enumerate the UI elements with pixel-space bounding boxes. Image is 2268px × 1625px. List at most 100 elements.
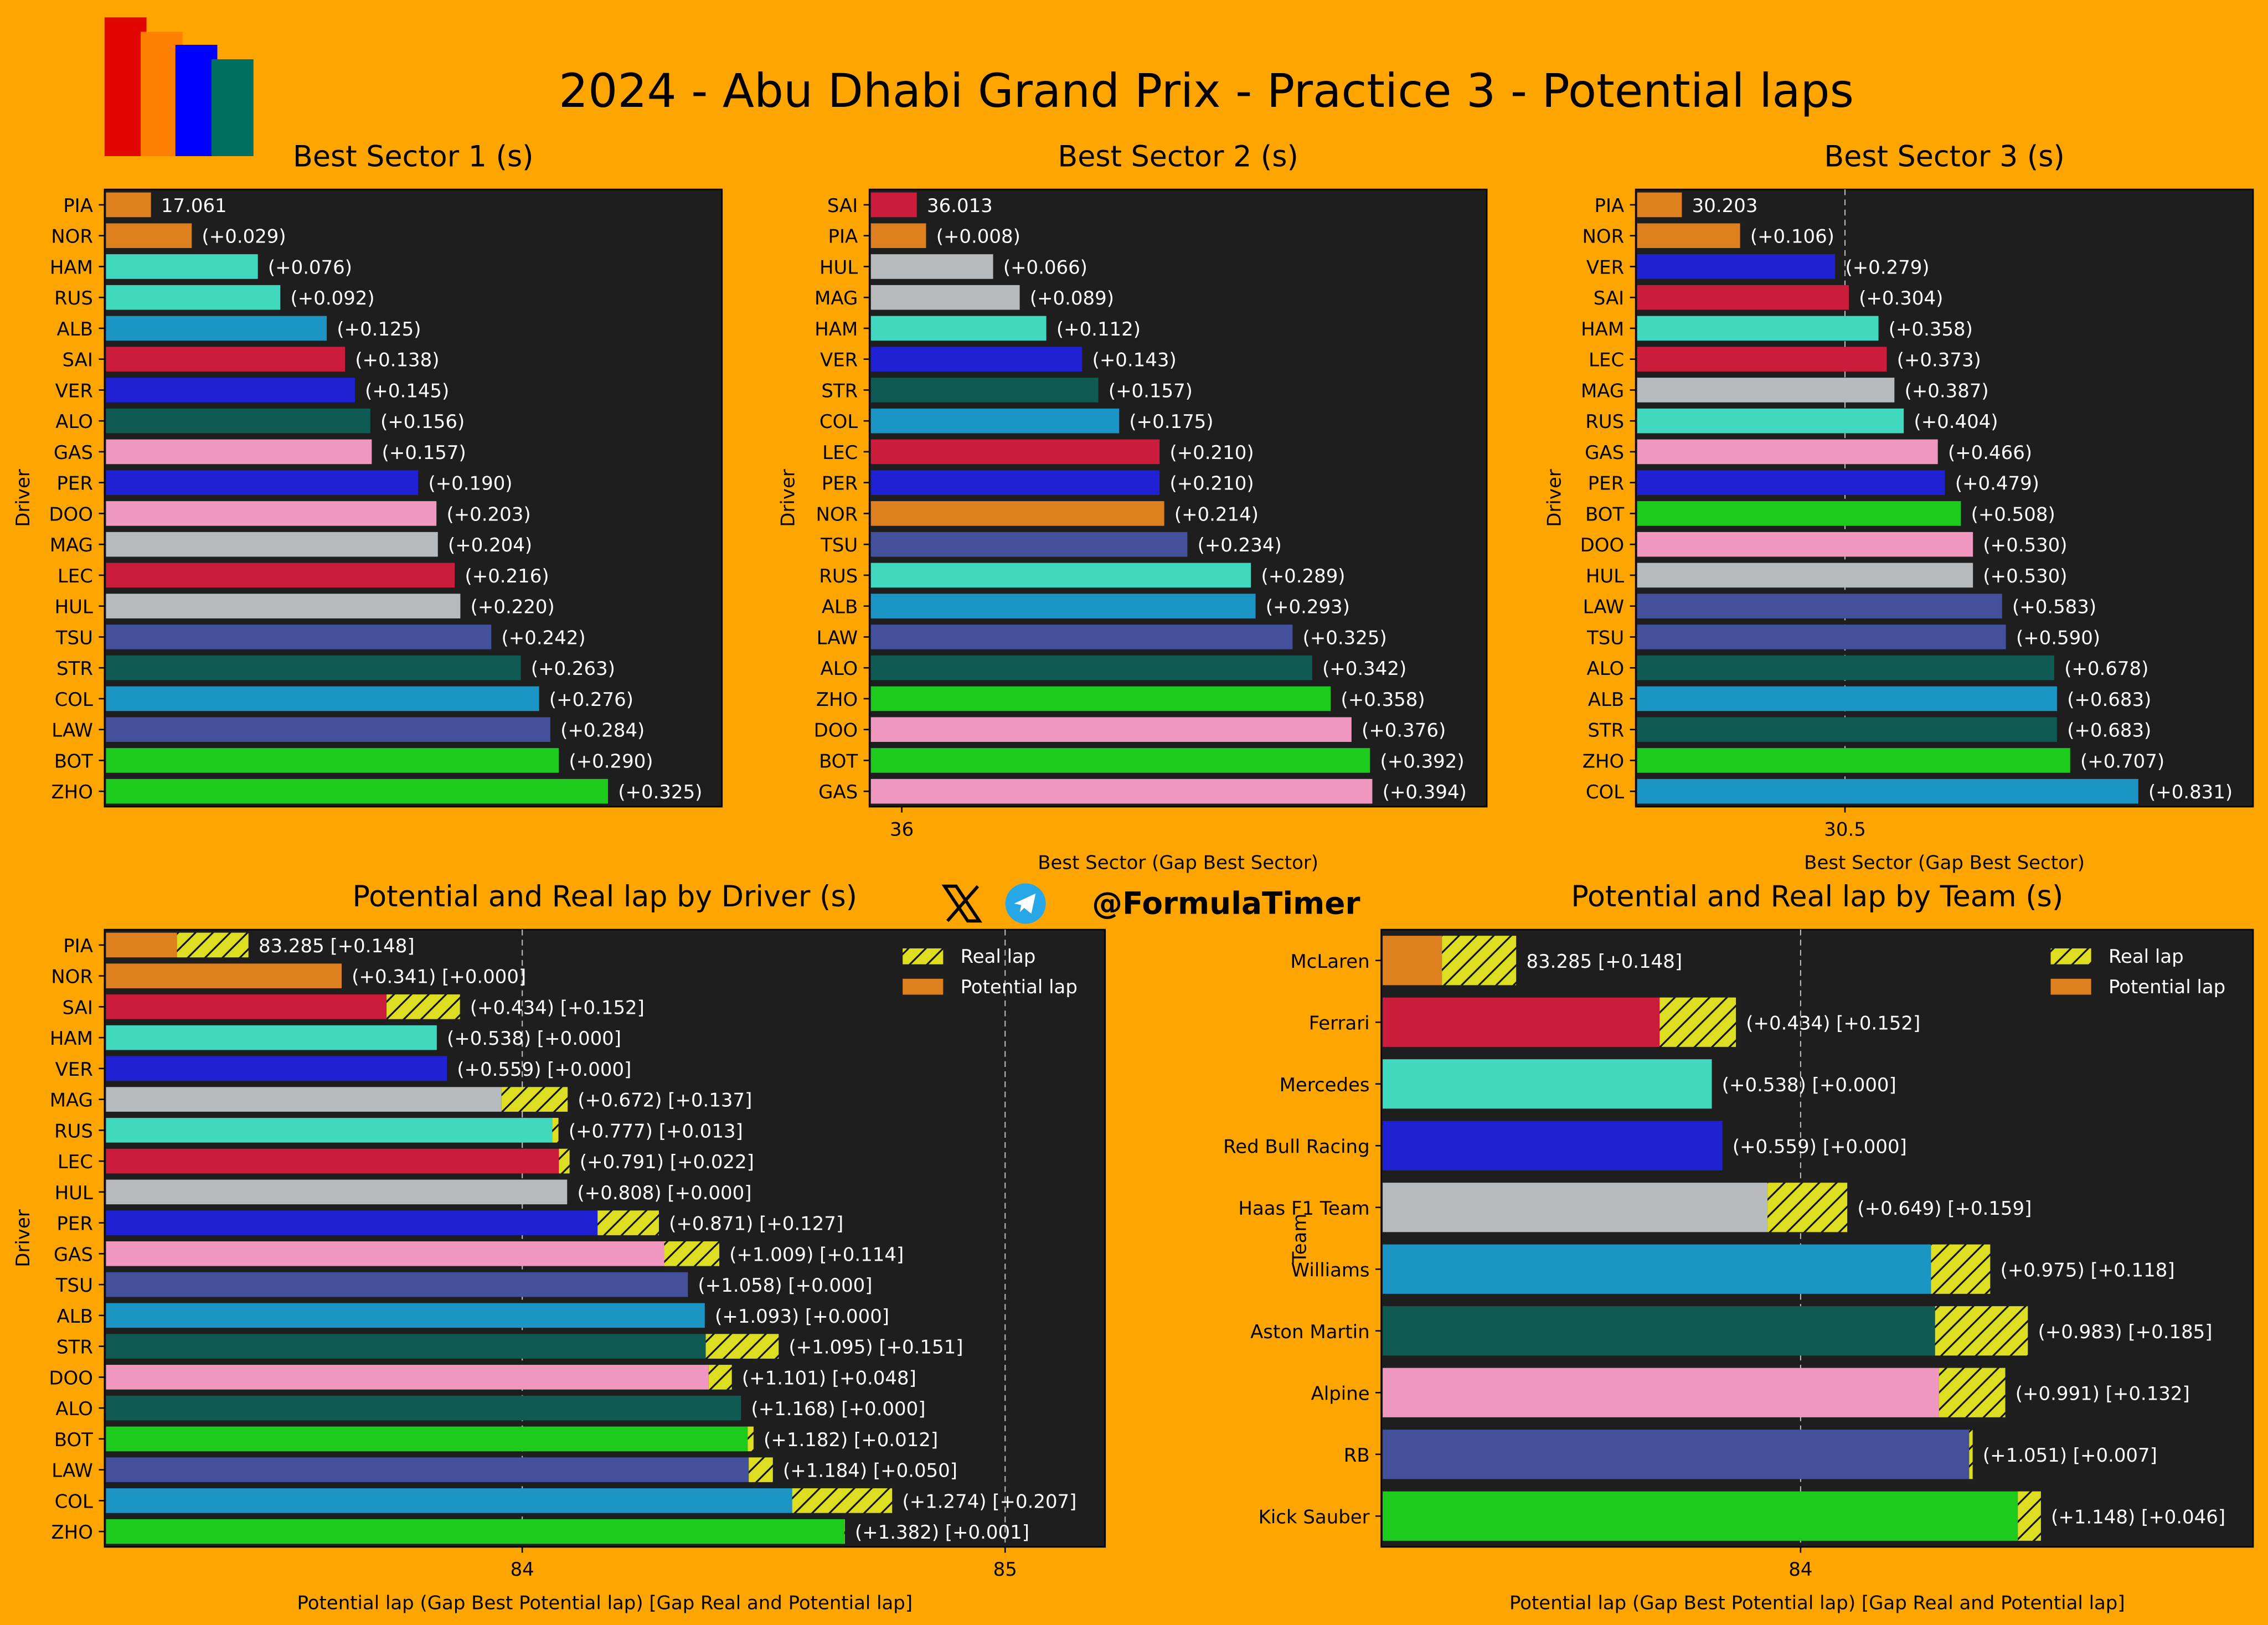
value-label: (+0.092) — [291, 287, 375, 309]
bar-row: TSU (+0.242) — [55, 625, 586, 649]
bar-row: Ferrari (+0.434) [+0.152] — [1309, 997, 1920, 1047]
bar-row: ZHO (+0.707) — [1583, 748, 2164, 773]
y-tick-label: DOO — [49, 503, 93, 525]
y-tick-label: TSU — [55, 1275, 93, 1297]
value-label: (+0.276) — [549, 689, 633, 711]
y-tick-label: ALB — [1588, 689, 1624, 711]
potential-lap-bar — [1383, 1430, 1970, 1479]
legend-potential-lap-label: Potential lap — [2109, 976, 2225, 998]
bar-row: LAW (+0.325) — [817, 625, 1387, 649]
bar-row: MAG (+0.204) — [50, 532, 532, 557]
potential-lap-bar — [106, 1148, 559, 1174]
sector-bar — [106, 347, 346, 372]
x-tick-label: 36 — [890, 818, 914, 840]
value-label: (+0.530) — [1983, 565, 2067, 587]
legend-real-lap-label: Real lap — [2109, 946, 2184, 968]
potential-lap-bar — [106, 1118, 553, 1143]
x-tick-label: 84 — [1788, 1559, 1812, 1581]
bar-row: SAI (+0.304) — [1594, 285, 1943, 310]
value-label: (+1.093) [+0.000] — [715, 1306, 889, 1328]
value-label: (+1.148) [+0.046] — [2051, 1506, 2225, 1528]
sector-bar — [106, 686, 539, 711]
potential-lap-bar — [106, 1303, 705, 1328]
bar-row: MAG (+0.672) [+0.137] — [50, 1087, 752, 1112]
y-tick-label: LEC — [822, 442, 858, 464]
legend-potential-lap-swatch — [2050, 978, 2091, 995]
bar-row: HAM (+0.538) [+0.000] — [50, 1025, 621, 1050]
x-tick-label: 84 — [511, 1559, 534, 1581]
y-tick-label: Aston Martin — [1250, 1321, 1370, 1343]
bar-row: PER (+0.871) [+0.127] — [56, 1210, 843, 1235]
real-lap-bar — [501, 1087, 568, 1112]
value-label: (+1.168) [+0.000] — [751, 1398, 926, 1420]
y-tick-label: SAI — [63, 349, 93, 372]
sector-bar — [870, 347, 1083, 372]
chart-5: Potential and Real lap by Team (s) Team Po… — [1223, 880, 2254, 1614]
value-label: (+0.538) [+0.000] — [447, 1028, 621, 1050]
y-tick-label: LAW — [51, 1460, 93, 1482]
sector-bar — [106, 717, 550, 742]
bar-row: ALB (+0.125) — [57, 316, 421, 341]
telegram-icon — [1005, 883, 1046, 924]
x-tick-label: 30.5 — [1824, 818, 1866, 840]
y-tick-label: PER — [56, 1213, 93, 1235]
bar-row: GAS (+0.157) — [54, 439, 466, 465]
potential-lap-bar — [1383, 1306, 1935, 1356]
bar-row: LAW (+0.583) — [1583, 594, 2096, 618]
chart-title: Best Sector 2 (s) — [1058, 140, 1298, 173]
value-label: (+0.983) [+0.185] — [2038, 1321, 2213, 1343]
bar-row: RUS (+0.404) — [1585, 408, 1998, 434]
y-tick-label: HUL — [1586, 565, 1624, 587]
value-label: (+0.538) [+0.000] — [1722, 1074, 1896, 1096]
bar-row: RUS (+0.777) [+0.013] — [54, 1118, 743, 1143]
sector-bar — [870, 470, 1160, 495]
real-lap-bar — [177, 932, 249, 958]
bar-row: COL (+1.274) [+0.207] — [55, 1488, 1076, 1513]
value-label: (+0.029) — [202, 226, 286, 248]
value-label: (+0.106) — [1750, 226, 1834, 248]
sector-bar — [1637, 192, 1682, 218]
y-tick-label: BOT — [819, 750, 858, 772]
bar-row: ALB (+1.093) [+0.000] — [57, 1303, 889, 1328]
value-label: (+0.290) — [569, 750, 653, 772]
sector-bar — [106, 594, 461, 618]
y-tick-label: STR — [821, 380, 858, 402]
plot-area — [104, 928, 1106, 1548]
sector-bar — [870, 192, 917, 218]
bar-row: Aston Martin (+0.983) [+0.185] — [1250, 1306, 2213, 1356]
y-tick-label: DOO — [814, 720, 858, 742]
y-tick-label: PER — [56, 473, 93, 495]
bar-row: ZHO (+0.325) — [51, 778, 702, 804]
y-tick-label: VER — [55, 380, 93, 402]
potential-lap-bar — [106, 1210, 598, 1235]
sector-bar — [870, 532, 1188, 557]
real-lap-bar — [597, 1210, 659, 1235]
value-label: (+0.590) — [2016, 627, 2100, 649]
y-tick-label: GAS — [818, 781, 858, 803]
value-label: (+0.175) — [1129, 411, 1213, 433]
y-tick-label: COL — [55, 1490, 93, 1513]
value-label: (+0.707) — [2080, 750, 2164, 772]
bar-row: MAG (+0.387) — [1581, 378, 1989, 403]
bar-row: NOR (+0.341) [+0.000] — [51, 963, 526, 988]
bar-row: ALO (+0.342) — [821, 655, 1406, 680]
real-lap-bar — [552, 1118, 559, 1143]
sector-bar — [1637, 316, 1879, 341]
y-tick-label: PIA — [828, 226, 858, 248]
sector-bar — [106, 316, 327, 341]
watermark-handle: @FormulaTimer — [1092, 885, 1360, 921]
y-tick-label: MAG — [50, 1090, 93, 1112]
y-tick-label: HAM — [1581, 318, 1624, 341]
y-tick-label: TSU — [55, 627, 93, 649]
bar-row: ZHO (+1.382) [+0.001] — [51, 1519, 1029, 1544]
sector-bar — [870, 625, 1293, 649]
real-lap-bar — [749, 1457, 773, 1482]
value-label: (+0.145) — [365, 380, 449, 402]
sector-bar — [1637, 408, 1904, 434]
y-tick-label: Williams — [1291, 1259, 1370, 1281]
sector-bar — [870, 439, 1160, 465]
y-tick-label: COL — [819, 411, 858, 433]
bar-row: HUL (+0.530) — [1586, 563, 2068, 588]
value-label: 36.013 — [927, 195, 993, 217]
sector-bar — [870, 655, 1312, 680]
